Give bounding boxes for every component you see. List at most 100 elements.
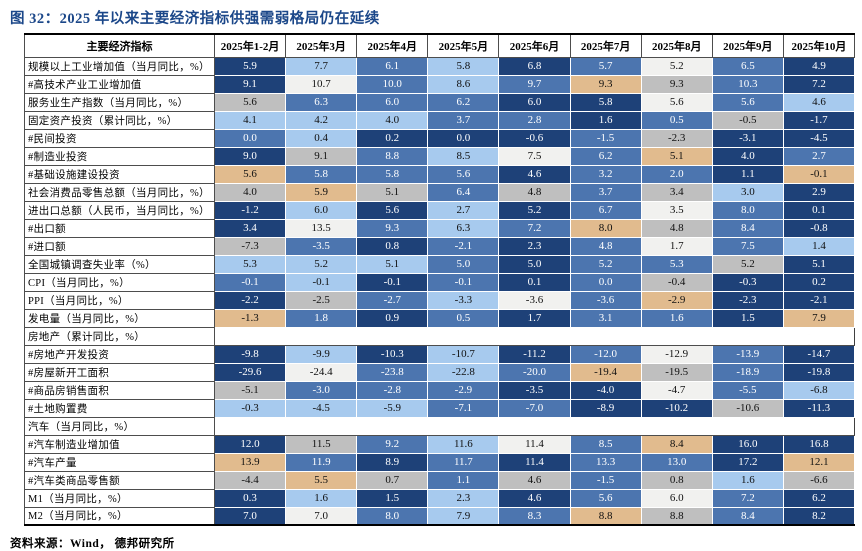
table-row: #制造业投资 9.0 9.1 8.8 8.5 7.5 6.2 5.1 4.0 2.7 — [24, 146, 856, 166]
data-cell: -2.9 — [427, 380, 500, 400]
data-cell: 6.5 — [711, 56, 784, 76]
row-label: 固定资产投资（累计同比，%） — [24, 110, 215, 130]
data-cell: 2.3 — [498, 236, 571, 256]
data-cell: 8.9 — [356, 452, 429, 472]
data-cell: 5.6 — [640, 92, 713, 112]
row-label: #高技术产业工业增加值 — [24, 74, 215, 94]
data-cell: -2.9 — [640, 290, 713, 310]
data-cell: -3.6 — [569, 290, 642, 310]
data-cell: -2.8 — [356, 380, 429, 400]
month-column-header: 2025年9月 — [711, 33, 784, 58]
row-label: 发电量（当月同比，%） — [24, 308, 215, 328]
table-row: 发电量（当月同比，%） -1.3 1.8 0.9 0.5 1.7 3.1 1.6 1.5 7.9 — [24, 308, 856, 328]
data-cell: 1.6 — [640, 308, 713, 328]
data-cell: -0.3 — [213, 398, 287, 418]
data-cell: -6.6 — [782, 470, 856, 490]
data-cell: 9.7 — [498, 74, 571, 94]
month-column-header: 2025年3月 — [285, 33, 358, 58]
data-cell: 5.6 — [427, 164, 500, 184]
data-cell: -0.1 — [213, 272, 287, 292]
data-cell: 4.8 — [498, 182, 571, 202]
row-label: 全国城镇调查失业率（%） — [24, 254, 215, 274]
data-cell: -2.1 — [427, 236, 500, 256]
data-cell: 0.0 — [213, 128, 287, 148]
row-label: #制造业投资 — [24, 146, 215, 166]
data-cell: 9.1 — [213, 74, 287, 94]
data-cell: 9.1 — [285, 146, 358, 166]
data-cell: 3.4 — [213, 218, 287, 238]
row-label: #民间投资 — [24, 128, 215, 148]
table-row: #商品房销售面积 -5.1 -3.0 -2.8 -2.9 -3.5 -4.0 -4.7 -5.5… — [24, 380, 856, 400]
data-cell: 8.4 — [711, 218, 784, 238]
data-cell: 4.9 — [782, 56, 856, 76]
data-cell: 1.6 — [285, 488, 358, 508]
data-cell: 13.0 — [640, 452, 713, 472]
data-cell: 1.1 — [711, 164, 784, 184]
table-row: #土地购置费 -0.3 -4.5 -5.9 -7.1 -7.0 -8.9 -10.2 -10.6… — [24, 398, 856, 418]
data-cell: 6.3 — [427, 218, 500, 238]
data-cell: -0.5 — [711, 110, 784, 130]
data-cell: -5.5 — [711, 380, 784, 400]
data-cell: 8.5 — [427, 146, 500, 166]
data-cell: -2.2 — [213, 290, 287, 310]
data-cell: -2.1 — [782, 290, 856, 310]
data-cell: 3.1 — [569, 308, 642, 328]
data-cell: -0.4 — [640, 272, 713, 292]
section-row: 汽车（当月同比，%） — [24, 416, 855, 436]
data-cell: 7.2 — [498, 218, 571, 238]
row-label: CPI（当月同比，%） — [24, 272, 215, 292]
data-cell: 9.3 — [640, 74, 713, 94]
table-row: 社会消费品零售总额（当月同比，%） 4.0 5.9 5.1 6.4 4.8 3.7 3.4 3.… — [24, 182, 856, 202]
data-cell: 10.0 — [356, 74, 429, 94]
data-cell: -13.9 — [711, 344, 784, 364]
table-row: M2（当月同比，%） 7.0 7.0 8.0 7.9 8.3 8.8 8.8 8.4 8.2 — [24, 506, 856, 526]
data-cell: -24.4 — [285, 362, 358, 382]
data-cell: -12.9 — [640, 344, 713, 364]
row-label: M1（当月同比，%） — [24, 488, 215, 508]
data-cell: 7.9 — [782, 308, 856, 328]
table-header: 主要经济指标 2025年1-2月 2025年3月 2025年4月 2025年5月 2025… — [24, 33, 856, 58]
data-cell: -10.2 — [640, 398, 713, 418]
table-row: #汽车产量 13.9 11.9 8.9 11.7 11.4 13.3 13.0 17.2 12.1 — [24, 452, 856, 472]
row-label: #商品房销售面积 — [24, 380, 215, 400]
data-cell: 17.2 — [711, 452, 784, 472]
data-cell: 6.4 — [427, 182, 500, 202]
data-cell: 5.8 — [569, 92, 642, 112]
data-cell: 0.8 — [356, 236, 429, 256]
data-cell: 9.3 — [569, 74, 642, 94]
data-cell: -0.6 — [498, 128, 571, 148]
table-row: #汽车制造业增加值 12.0 11.5 9.2 11.6 11.4 8.5 8.4 16.0 16… — [24, 434, 856, 454]
data-cell: 1.5 — [711, 308, 784, 328]
data-cell: -2.7 — [356, 290, 429, 310]
table-row: #民间投资 0.0 0.4 0.2 0.0 -0.6 -1.5 -2.3 -3.1 -4.5 — [24, 128, 856, 148]
data-cell: -7.0 — [498, 398, 571, 418]
row-label: #汽车类商品零售额 — [24, 470, 215, 490]
row-label: 服务业生产指数（当月同比，%） — [24, 92, 215, 112]
data-cell: -11.2 — [498, 344, 571, 364]
data-cell: 5.8 — [356, 164, 429, 184]
data-cell: 5.6 — [356, 200, 429, 220]
data-cell: 6.0 — [285, 200, 358, 220]
data-cell: -10.3 — [356, 344, 429, 364]
data-cell: 16.0 — [711, 434, 784, 454]
data-cell: -5.9 — [356, 398, 429, 418]
row-label: 房地产（累计同比，%） — [24, 326, 215, 346]
data-cell: -12.0 — [569, 344, 642, 364]
table-row: #房地产开发投资 -9.8 -9.9 -10.3 -10.7 -11.2 -12.0 -12.… — [24, 344, 856, 364]
data-cell: 5.2 — [498, 200, 571, 220]
figure-title: 图 32：2025 年以来主要经济指标供强需弱格局仍在延续 — [10, 11, 380, 27]
section-row: 房地产（累计同比，%） — [24, 326, 855, 346]
data-cell: 5.2 — [285, 254, 358, 274]
data-cell: 5.1 — [356, 182, 429, 202]
data-cell: 7.5 — [498, 146, 571, 166]
data-cell: 5.2 — [711, 254, 784, 274]
data-cell: -5.1 — [213, 380, 287, 400]
data-cell: 0.3 — [213, 488, 287, 508]
data-cell: -3.1 — [711, 128, 784, 148]
data-cell: 4.6 — [498, 488, 571, 508]
month-column-header: 2025年4月 — [356, 33, 429, 58]
data-cell: 12.0 — [213, 434, 287, 454]
data-cell: 2.7 — [427, 200, 500, 220]
month-column-header: 2025年10月 — [782, 33, 856, 58]
